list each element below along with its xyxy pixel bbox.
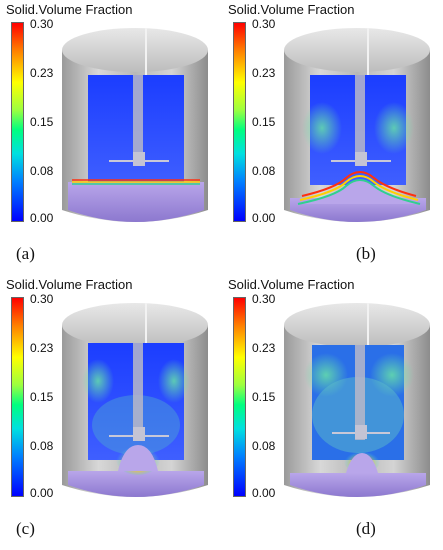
colorbar-tick: 0.00: [252, 486, 276, 500]
colorbar-tick: 0.00: [30, 486, 54, 500]
panel-a: Solid.Volume Fraction 0.30 0.23 0.15 0.0…: [0, 0, 221, 275]
panel-b: Solid.Volume Fraction 0.30 0.23 0.15 0.0…: [222, 0, 443, 275]
colorbar-tick: 0.08: [30, 439, 54, 453]
colorbar-tick: 0.23: [30, 66, 54, 80]
colorbar-tick: 0.23: [30, 341, 54, 355]
colorbar-gradient: [233, 297, 246, 497]
colorbar-gradient: [11, 297, 24, 497]
colorbar-title: Solid.Volume Fraction: [6, 277, 133, 292]
panel-c: Solid.Volume Fraction 0.30 0.23 0.15 0.0…: [0, 275, 221, 550]
colorbar-tick: 0.15: [30, 115, 54, 129]
colorbar-title: Solid.Volume Fraction: [228, 277, 355, 292]
panel-d: Solid.Volume Fraction 0.30 0.23 0.15 0.0…: [222, 275, 443, 550]
stirred-tank-render: [284, 28, 430, 222]
colorbar-tick: 0.15: [30, 390, 54, 404]
colorbar-tick: 0.23: [252, 341, 276, 355]
colorbar-tick: 0.08: [30, 164, 54, 178]
stirred-tank-render: [62, 28, 208, 222]
colorbar-tick: 0.00: [30, 211, 54, 225]
colorbar-gradient: [11, 22, 24, 222]
colorbar-tick: 0.30: [252, 17, 276, 31]
stirred-tank-render: [284, 303, 430, 497]
colorbar-tick: 0.30: [30, 292, 54, 306]
colorbar-title: Solid.Volume Fraction: [228, 2, 355, 17]
colorbar-tick: 0.00: [252, 211, 276, 225]
colorbar-tick: 0.15: [252, 115, 276, 129]
colorbar-gradient: [233, 22, 246, 222]
colorbar-title: Solid.Volume Fraction: [6, 2, 133, 17]
colorbar-tick: 0.23: [252, 66, 276, 80]
stirred-tank-render: [62, 303, 208, 497]
colorbar-tick: 0.30: [30, 17, 54, 31]
panel-label: (a): [16, 244, 35, 263]
colorbar-tick: 0.08: [252, 164, 276, 178]
panel-label: (b): [356, 244, 376, 263]
panel-label: (d): [356, 519, 376, 538]
colorbar-tick: 0.30: [252, 292, 276, 306]
panel-label: (c): [16, 519, 35, 538]
colorbar-tick: 0.15: [252, 390, 276, 404]
colorbar-tick: 0.08: [252, 439, 276, 453]
